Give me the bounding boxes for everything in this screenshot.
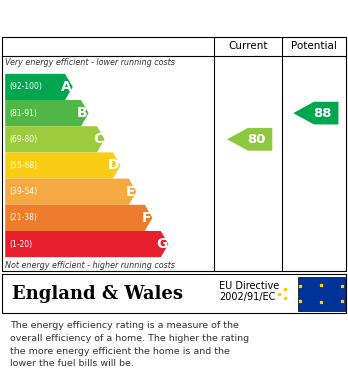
- Polygon shape: [5, 126, 105, 152]
- Text: Potential: Potential: [291, 41, 337, 51]
- Text: A: A: [61, 80, 72, 94]
- Polygon shape: [5, 179, 136, 205]
- Polygon shape: [227, 128, 272, 151]
- Text: 80: 80: [247, 133, 266, 146]
- Polygon shape: [5, 100, 89, 126]
- Polygon shape: [293, 102, 339, 124]
- Text: England & Wales: England & Wales: [12, 285, 183, 303]
- Text: (39-54): (39-54): [9, 187, 38, 196]
- Text: EU Directive
2002/91/EC: EU Directive 2002/91/EC: [219, 281, 279, 302]
- Text: C: C: [93, 132, 104, 146]
- Text: E: E: [126, 185, 135, 199]
- Text: F: F: [142, 211, 151, 225]
- Text: Very energy efficient - lower running costs: Very energy efficient - lower running co…: [5, 58, 175, 67]
- Polygon shape: [5, 74, 73, 100]
- Text: The energy efficiency rating is a measure of the
overall efficiency of a home. T: The energy efficiency rating is a measur…: [10, 321, 250, 368]
- Text: (81-91): (81-91): [9, 109, 37, 118]
- Text: D: D: [108, 158, 119, 172]
- Text: Energy Efficiency Rating: Energy Efficiency Rating: [10, 11, 232, 25]
- Text: Current: Current: [228, 41, 268, 51]
- Text: 88: 88: [313, 107, 332, 120]
- Polygon shape: [5, 231, 168, 257]
- Text: Not energy efficient - higher running costs: Not energy efficient - higher running co…: [5, 261, 175, 270]
- Polygon shape: [5, 205, 152, 231]
- Polygon shape: [5, 152, 120, 179]
- Bar: [298, 277, 345, 310]
- Text: (21-38): (21-38): [9, 213, 37, 222]
- Text: (55-68): (55-68): [9, 161, 38, 170]
- Text: (1-20): (1-20): [9, 240, 32, 249]
- Text: (92-100): (92-100): [9, 83, 42, 91]
- Text: (69-80): (69-80): [9, 135, 38, 144]
- Text: G: G: [156, 237, 167, 251]
- Text: B: B: [77, 106, 88, 120]
